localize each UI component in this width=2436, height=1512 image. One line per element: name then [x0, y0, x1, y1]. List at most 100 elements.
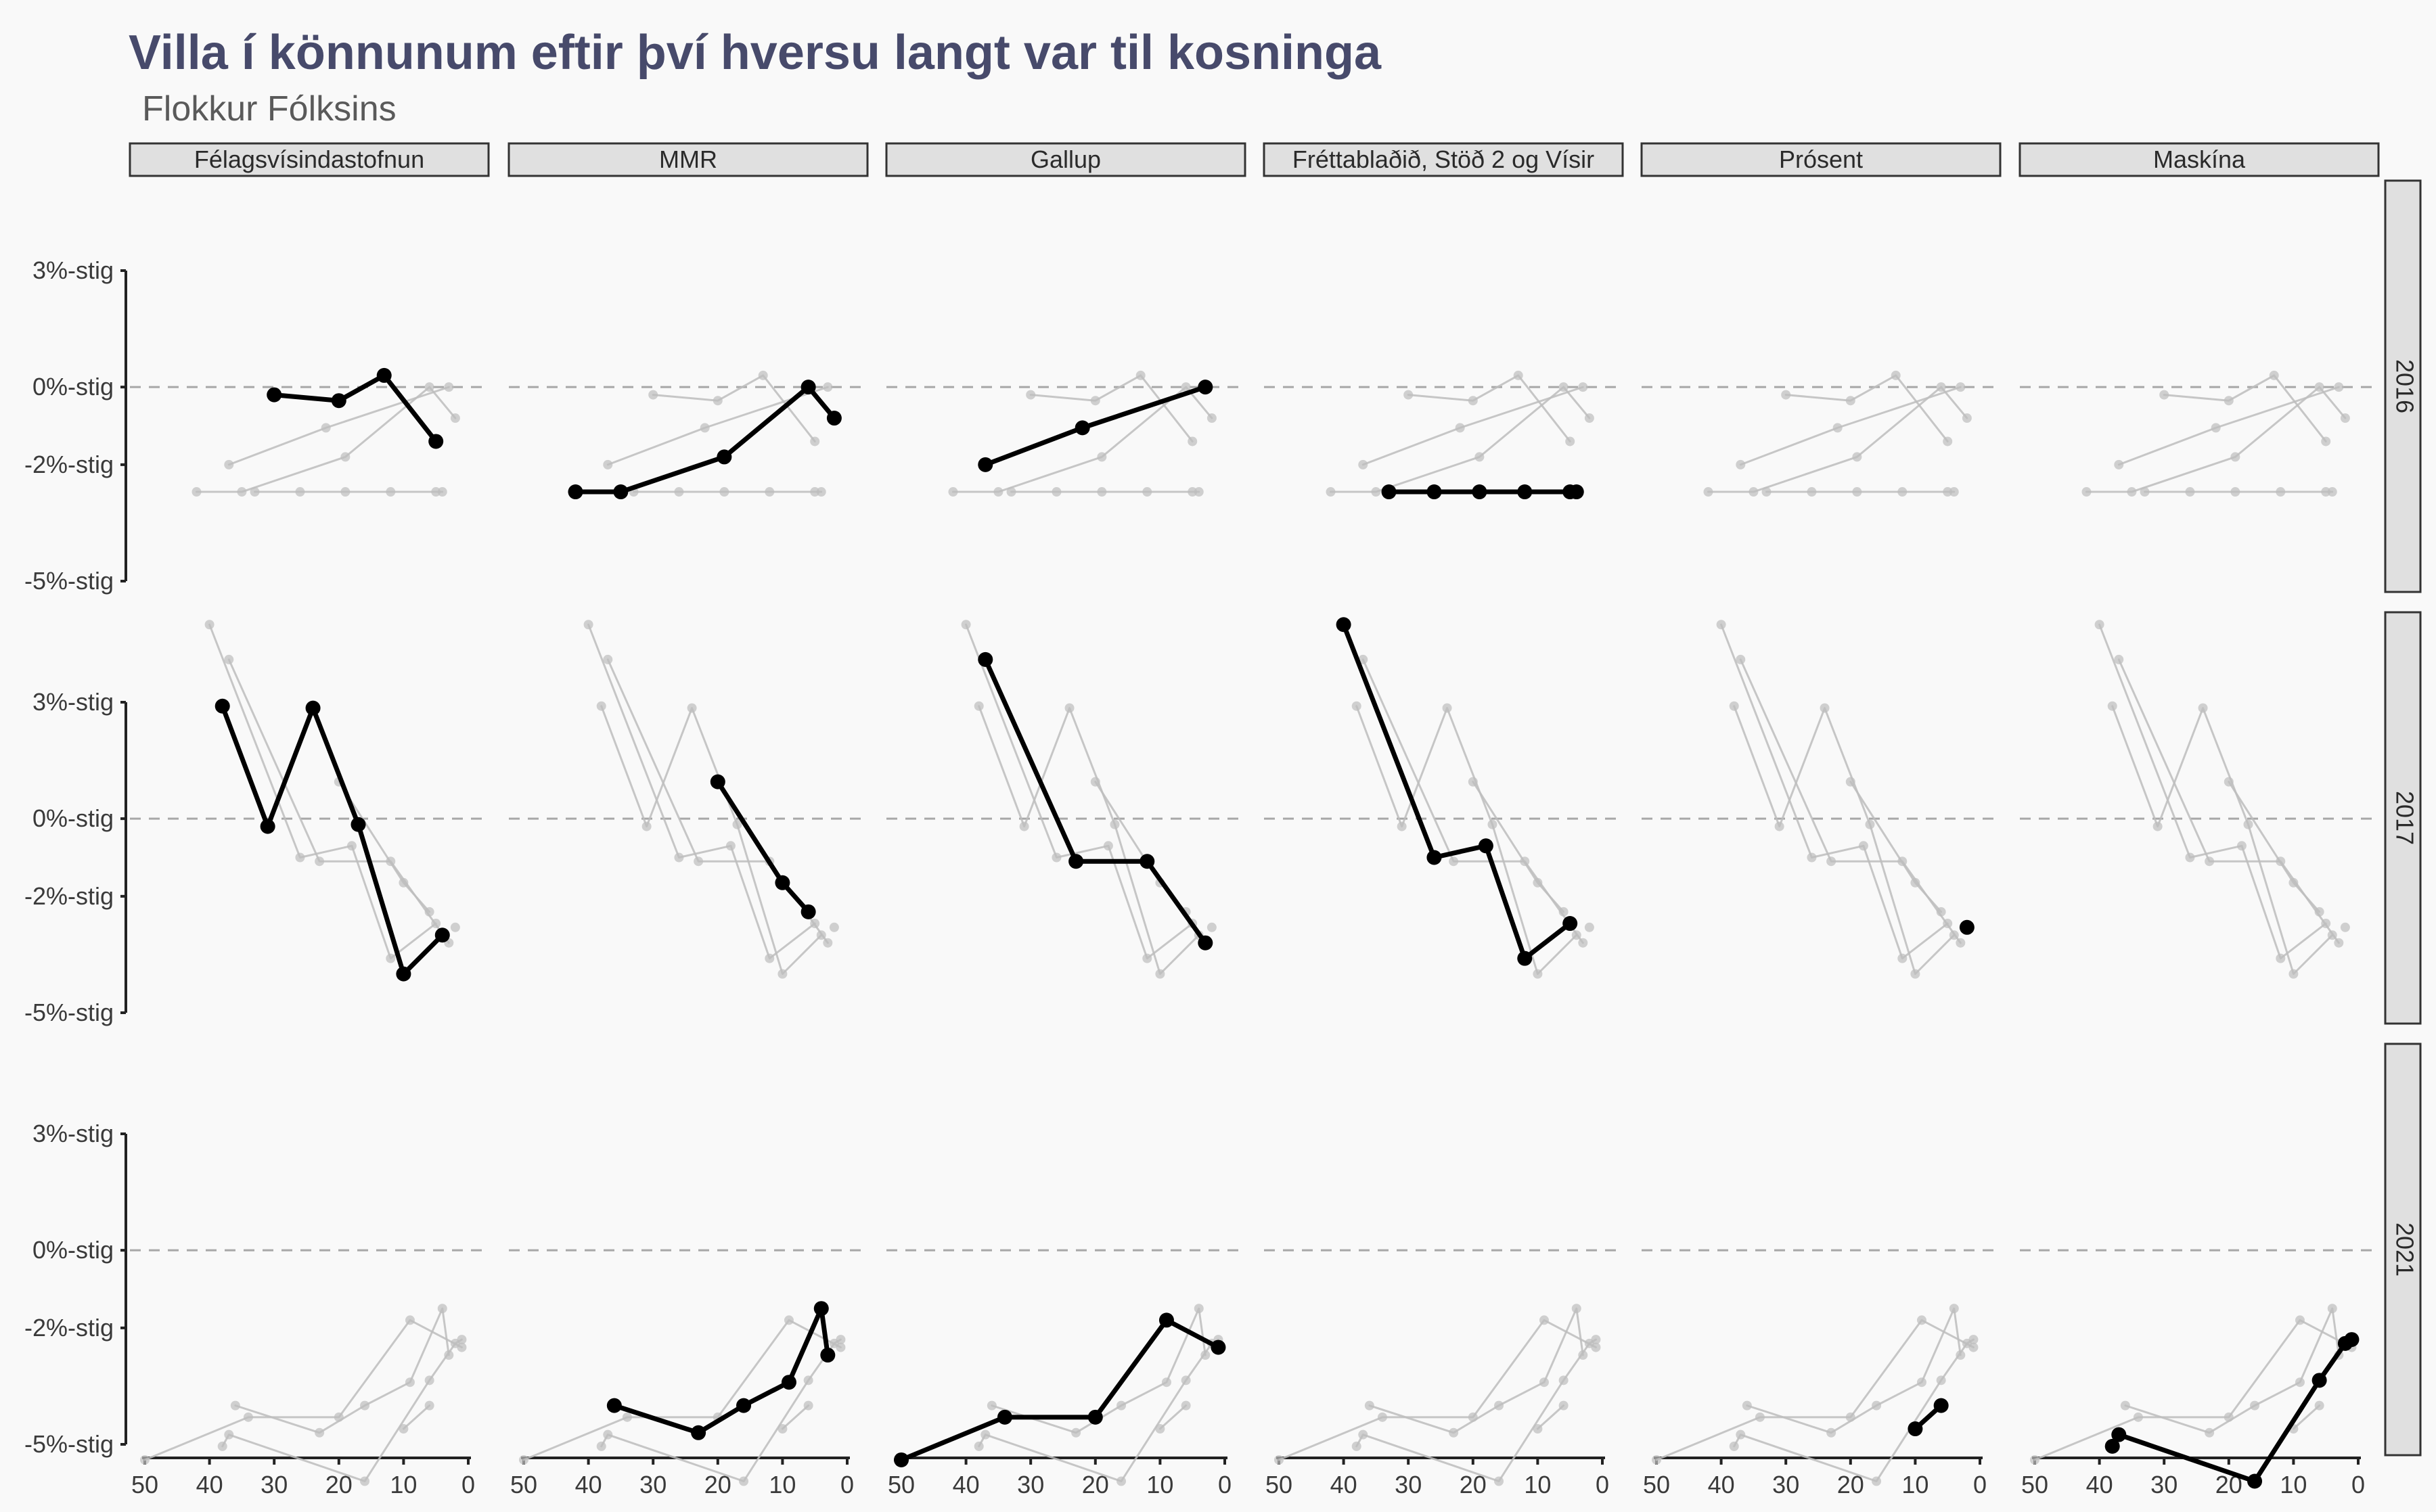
context-point — [2224, 777, 2234, 787]
context-point — [340, 452, 351, 462]
x-tick-label: 30 — [1772, 1471, 1799, 1498]
context-point — [648, 390, 658, 400]
context-point — [405, 1315, 415, 1325]
context-point — [948, 487, 958, 497]
x-tick-label: 10 — [390, 1471, 417, 1498]
x-tick-label: 0 — [1218, 1471, 1232, 1498]
context-point — [2314, 382, 2324, 392]
context-point — [315, 1427, 325, 1438]
context-series-line — [1029, 374, 1194, 442]
context-point — [1755, 1412, 1765, 1422]
y-tick-label: -5%-stig — [24, 1430, 114, 1458]
context-point — [1520, 856, 1530, 867]
context-point — [2334, 382, 2344, 392]
context-series-line — [1278, 1319, 1597, 1461]
y-tick-label: 0%-stig — [32, 804, 114, 832]
data-point — [1198, 935, 1213, 950]
context-point — [687, 703, 697, 713]
series-line — [612, 1306, 830, 1436]
context-point — [1371, 487, 1381, 497]
x-tick-label: 40 — [2086, 1471, 2113, 1498]
context-point — [1936, 907, 1946, 917]
context-point — [1845, 1412, 1855, 1422]
data-point — [820, 1348, 836, 1363]
context-point — [1910, 877, 1920, 888]
x-tick-label: 50 — [510, 1471, 537, 1498]
context-point — [2185, 487, 2195, 497]
facet-row-label: 2016 — [2391, 359, 2418, 413]
data-point — [568, 484, 583, 500]
context-point — [1826, 1427, 1836, 1438]
context-point — [237, 487, 247, 497]
data-point — [215, 698, 230, 714]
x-tick-label: 10 — [1901, 1471, 1928, 1498]
context-point — [1807, 487, 1817, 497]
context-point — [1494, 1476, 1504, 1486]
context-point — [2230, 452, 2240, 462]
context-point — [1729, 701, 1739, 711]
context-point — [1274, 1454, 1284, 1465]
context-point — [243, 1412, 253, 1422]
context-point — [1742, 1400, 1752, 1411]
context-point — [1749, 487, 1759, 497]
context-series-line — [522, 1319, 842, 1461]
context-point — [700, 423, 710, 433]
context-point — [1956, 382, 1966, 392]
data-point — [1478, 838, 1493, 854]
data-point — [1569, 484, 1584, 500]
context-point — [399, 1424, 409, 1434]
x-tick-label: 50 — [2021, 1471, 2048, 1498]
context-point — [224, 1429, 234, 1440]
data-point — [260, 819, 275, 834]
context-point — [823, 382, 833, 392]
context-point — [1019, 821, 1029, 831]
context-point — [1364, 1400, 1374, 1411]
context-point — [1468, 1412, 1478, 1422]
context-series-line — [2098, 623, 2327, 960]
facet-row-strip — [2384, 1043, 2422, 1457]
context-series-line — [2117, 658, 2340, 944]
data-point — [2344, 1332, 2360, 1348]
context-point — [321, 423, 331, 433]
context-point — [784, 1315, 794, 1325]
context-point — [1052, 852, 1062, 863]
context-point — [2030, 1454, 2039, 1465]
context-point — [2120, 1400, 2130, 1411]
context-point — [603, 459, 613, 469]
y-tick-label: -2%-stig — [24, 451, 114, 478]
context-point — [2198, 703, 2208, 713]
context-point — [2276, 487, 2286, 497]
facet-strip — [2018, 142, 2380, 177]
context-point — [1142, 953, 1152, 963]
context-point — [1181, 382, 1191, 392]
series-line — [572, 384, 837, 495]
data-point — [613, 484, 629, 500]
context-series-line — [1355, 1338, 1597, 1483]
context-point — [1897, 487, 1908, 497]
context-point — [823, 938, 833, 948]
x-tick-label: 50 — [131, 1471, 158, 1498]
context-point — [2205, 1427, 2215, 1438]
context-series-line — [1784, 374, 1949, 442]
context-point — [431, 919, 441, 929]
x-tick-label: 50 — [888, 1471, 915, 1498]
data-point — [775, 875, 790, 890]
context-point — [1155, 969, 1165, 979]
context-point — [674, 852, 684, 863]
context-point — [334, 1412, 344, 1422]
context-point — [360, 1476, 370, 1486]
data-point — [1068, 854, 1084, 869]
context-point — [2269, 370, 2279, 380]
context-point — [1533, 969, 1543, 979]
facet-strip-label: Félagsvísindastofnun — [194, 145, 424, 173]
context-point — [1558, 1400, 1569, 1411]
context-series-line — [2163, 374, 2327, 442]
data-point — [1472, 484, 1487, 500]
context-point — [1761, 487, 1772, 497]
context-series-line — [234, 1307, 450, 1434]
context-point — [1539, 1377, 1549, 1388]
context-point — [1565, 436, 1575, 446]
context-point — [1578, 938, 1588, 948]
context-point — [1377, 1412, 1387, 1422]
context-point — [622, 1412, 632, 1422]
